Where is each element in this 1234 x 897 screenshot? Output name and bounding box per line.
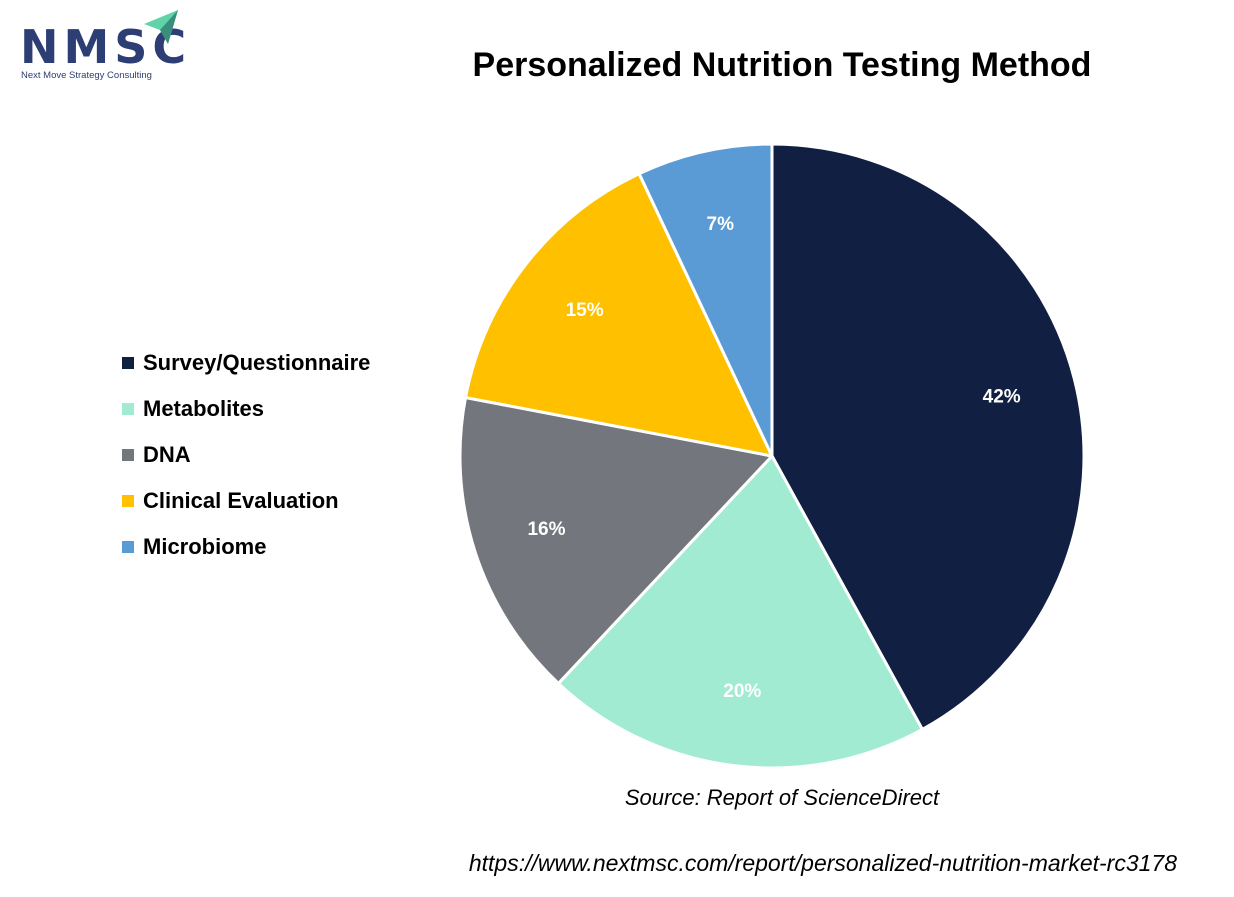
- legend-label: Clinical Evaluation: [143, 488, 339, 513]
- legend-label: DNA: [143, 442, 191, 467]
- brand-logo: NMSC Next Move Strategy Consulting: [18, 6, 188, 86]
- legend-swatch: [122, 403, 134, 415]
- brand-tagline: Next Move Strategy Consulting: [21, 70, 152, 81]
- legend-label: Microbiome: [143, 534, 267, 559]
- legend-swatch: [122, 495, 134, 507]
- pie-slice-metabolites: [556, 454, 924, 770]
- legend-label: Metabolites: [143, 396, 265, 421]
- legend-item: DNA: [122, 432, 370, 478]
- pie-slice-clinical-evaluation: [464, 172, 774, 458]
- legend-item: Survey/Questionnaire: [122, 340, 370, 386]
- slice-data-label: 7%: [707, 214, 735, 235]
- legend-swatch: [122, 449, 134, 461]
- arrow-icon: [144, 10, 178, 44]
- chart-legend: Survey/Questionnaire Metabolites DNA Clinic…: [122, 340, 370, 570]
- slice-data-label: 16%: [527, 519, 565, 540]
- slice-data-label: 42%: [983, 387, 1021, 408]
- report-url: https://www.nextmsc.com/report/personali…: [468, 850, 1177, 876]
- pie-slice-survey-questionnaire: [770, 142, 1086, 731]
- legend-swatch: [122, 357, 134, 369]
- chart-title: Personalized Nutrition Testing Method: [472, 46, 1092, 84]
- slice-data-label: 20%: [723, 681, 761, 702]
- legend-swatch: [122, 541, 134, 553]
- slice-data-label: 15%: [566, 300, 604, 321]
- source-note: Source: Report of ScienceDirect: [624, 785, 940, 810]
- pie-slice-microbiome: [637, 142, 774, 458]
- legend-item: Metabolites: [122, 386, 370, 432]
- pie-slice-dna: [458, 396, 774, 685]
- legend-item: Microbiome: [122, 524, 370, 570]
- legend-item: Clinical Evaluation: [122, 478, 370, 524]
- legend-label: Survey/Questionnaire: [143, 350, 371, 375]
